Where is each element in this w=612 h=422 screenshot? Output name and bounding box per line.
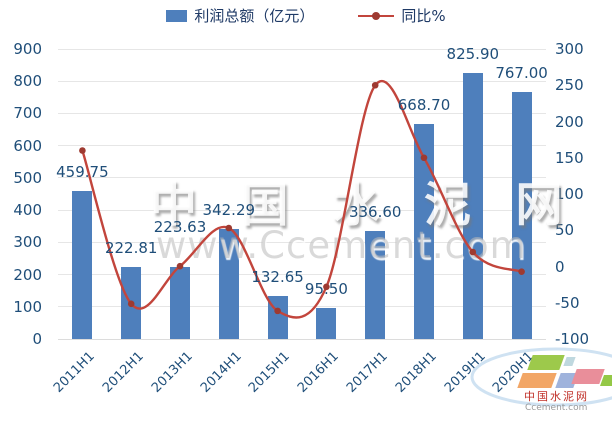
right-tick-label: 200 [555, 112, 584, 131]
left-tick-label: 300 [13, 233, 42, 252]
bar-value-label: 668.70 [397, 95, 451, 114]
gridline [58, 48, 546, 50]
yoy-marker [79, 147, 86, 154]
bar-value-label: 132.65 [251, 268, 304, 287]
bar-value-label: 825.90 [446, 44, 500, 63]
yoy-marker [371, 81, 379, 89]
right-tick-label: -50 [555, 293, 580, 312]
logo-orange-block [517, 373, 557, 388]
right-tick-label: 0 [555, 257, 565, 276]
legend-bar-label: 利润总额（亿元） [194, 7, 315, 25]
right-tick-label: -100 [555, 330, 590, 348]
x-tick-label: 2013H1 [148, 349, 196, 396]
legend-line-label: 同比% [401, 7, 446, 25]
legend-item-yoy: 同比% [358, 5, 446, 26]
logo-domain-text: Ccement.com [525, 403, 588, 413]
ccement-logo: 中国水泥网 Ccement.com [468, 344, 612, 422]
logo-name-text: 中国水泥网 [524, 390, 589, 403]
legend: 利润总额（亿元） 同比% [0, 5, 612, 26]
bar-value-label: 222.81 [104, 239, 158, 258]
left-tick-label: 100 [13, 297, 42, 316]
left-tick-label: 400 [13, 201, 42, 220]
line-series-swatch-icon [358, 10, 395, 22]
left-tick-label: 0 [32, 330, 42, 348]
logo-green-block [527, 355, 565, 370]
x-tick-label: 2012H1 [100, 349, 147, 396]
bar-series-swatch-icon [166, 9, 188, 22]
left-tick-label: 200 [13, 265, 42, 284]
logo-swoosh-icon [470, 347, 612, 407]
logo-pink-block [571, 369, 605, 384]
right-tick-label: 100 [555, 185, 584, 203]
bar-value-label: 767.00 [495, 63, 548, 82]
bar-value-label: 223.63 [153, 217, 207, 236]
bar-2011H1 [72, 190, 93, 339]
right-tick-label: 300 [555, 40, 584, 58]
bar-value-label: 342.29 [202, 200, 256, 219]
bar-2015H1 [267, 296, 288, 339]
x-tick-label: 2016H1 [295, 349, 342, 396]
right-tick-label: 50 [555, 221, 575, 240]
bar-2016H1 [316, 308, 337, 339]
left-tick-label: 800 [13, 72, 42, 91]
right-tick-label: 250 [555, 76, 584, 95]
x-tick-label: 2015H1 [246, 349, 294, 396]
right-tick-label: 150 [555, 148, 584, 167]
x-tick-label: 2017H1 [344, 349, 391, 396]
left-tick-label: 900 [13, 40, 42, 58]
left-tick-label: 600 [13, 136, 42, 155]
bar-2012H1 [121, 267, 142, 339]
bar-value-label: 95.50 [304, 280, 348, 299]
x-tick-label: 2011H1 [51, 349, 98, 396]
left-tick-label: 500 [13, 168, 42, 187]
bar-value-label: 459.75 [56, 162, 109, 181]
x-tick-label: 2018H1 [392, 349, 440, 396]
left-tick-label: 700 [13, 104, 42, 123]
bar-value-label: 336.60 [348, 202, 402, 221]
x-tick-label: 2014H1 [197, 349, 245, 396]
gridline [58, 338, 546, 340]
watermark-url-text: www.Ccement.com [156, 224, 527, 267]
legend-item-profit: 利润总额（亿元） [166, 5, 314, 26]
bar-2013H1 [170, 266, 190, 339]
